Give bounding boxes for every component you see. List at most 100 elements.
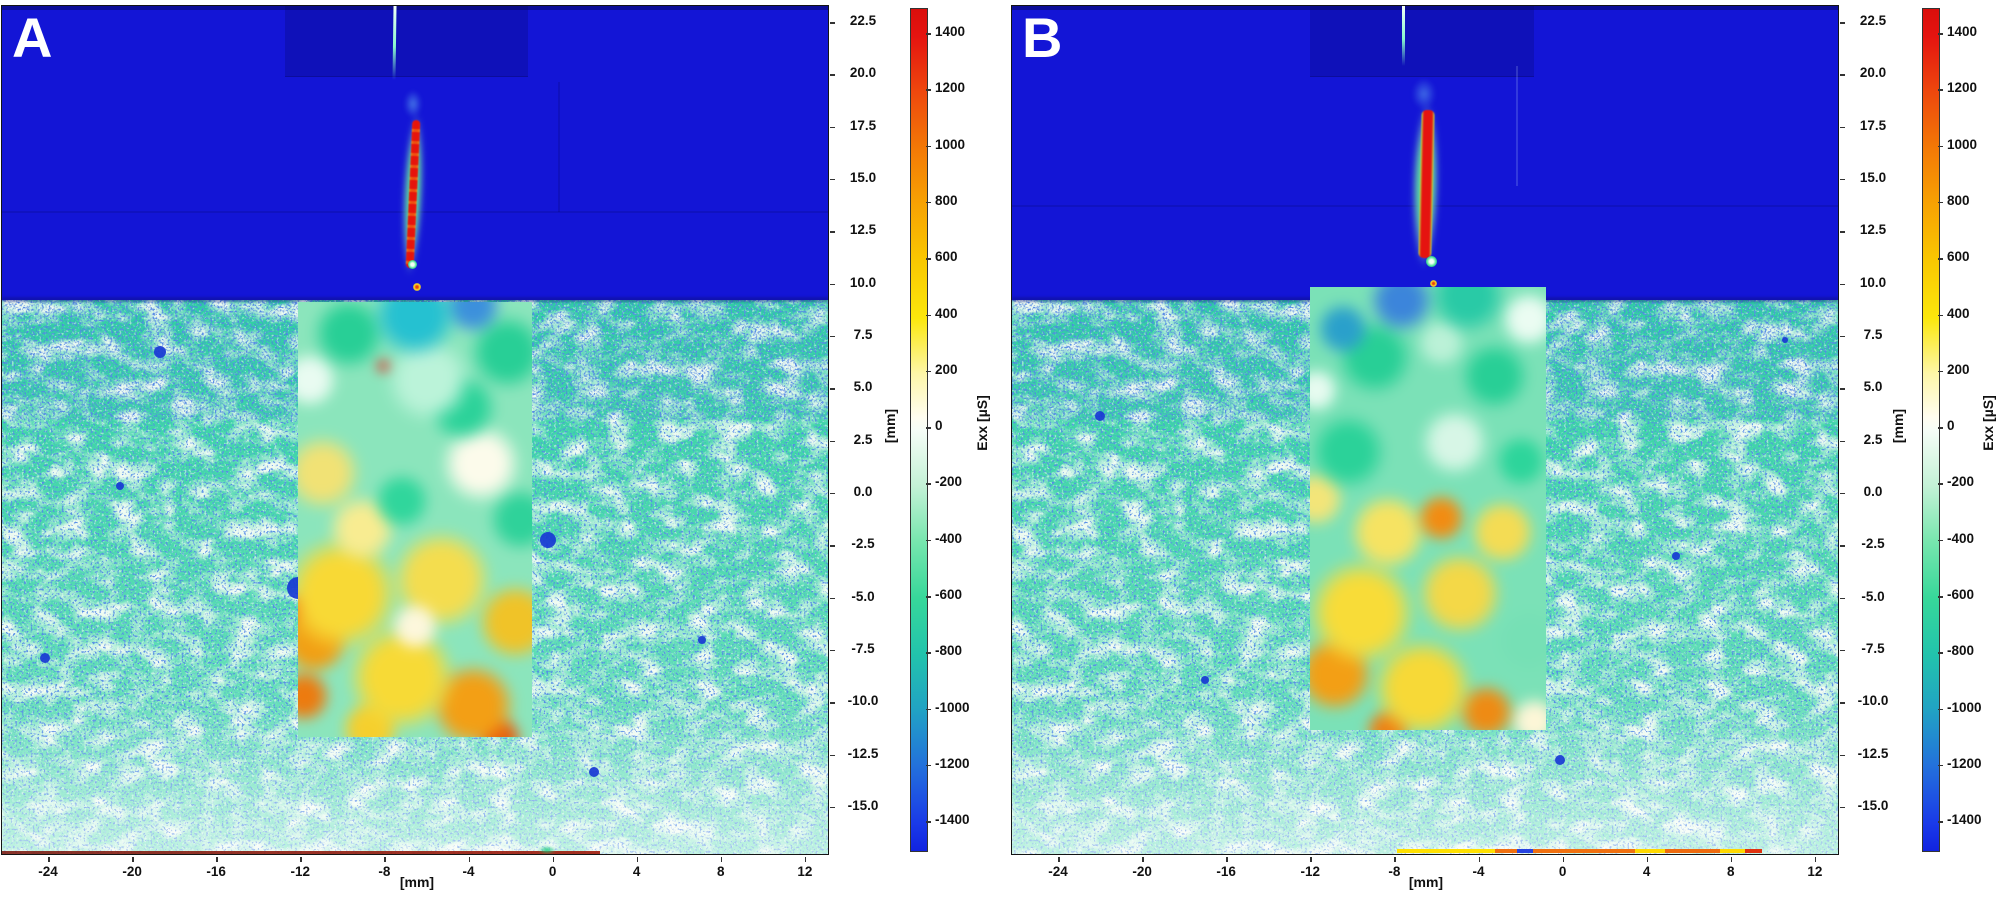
tick-mark [48,857,50,862]
tick-label: 1000 [1947,136,1978,152]
tick-mark [1840,702,1845,704]
tick-label: 8 [717,864,725,879]
tick-mark [830,545,835,547]
tick-label: -2.5 [851,536,875,552]
tick-mark [300,857,302,862]
tick-mark [384,857,386,862]
panel-b-strain-overlay [1310,287,1546,730]
panel-a-strain-overlay-paint [298,302,532,737]
tick-mark [830,649,835,652]
tick-label: 15.0 [849,169,877,185]
panel-a-colorbar [910,8,928,852]
tick-mark [1938,539,1943,542]
tick-label: -400 [1947,530,1975,546]
tick-mark [1938,764,1943,767]
tick-mark [1840,231,1845,233]
tick-label: -200 [1947,474,1975,490]
tick-mark [1938,708,1943,711]
tick-label: 12 [1807,864,1823,879]
tick-mark [830,388,835,390]
tick-label: -24 [38,864,58,879]
panel-a-faint-vline [558,82,560,212]
panel-b-top-patch [1310,6,1534,77]
tick-label: 20.0 [1859,65,1887,81]
tick-mark [1814,857,1817,862]
tick-mark [926,427,931,429]
panel-b-faint-vline [1516,66,1518,186]
tick-mark [1840,545,1845,547]
panel-a-crack-dot-2 [413,283,421,291]
tick-mark [1840,388,1845,390]
panel-b-x-axis: -24 -20 -16 -12 -8 -4 0 4 8 12 [1012,855,1838,900]
tick-mark [1938,652,1943,654]
tick-mark [1840,597,1845,600]
panel-b-colorbar-label: Exx [µS] [1980,395,1996,451]
tick-mark [636,857,639,862]
tick-mark [926,89,931,91]
tick-mark [1058,857,1060,862]
tick-mark [1562,857,1565,862]
tick-label: -12 [1300,864,1321,879]
tick-mark [1394,857,1396,862]
tick-mark [1938,596,1943,598]
panel-b-image: B [1011,5,1839,855]
panel-b-colorbar [1922,8,1940,852]
tick-label: -12.5 [847,745,879,761]
tick-label: -1200 [935,755,970,771]
tick-label: 20.0 [849,65,877,81]
tick-label: -10.0 [847,693,879,709]
tick-label: 8 [1727,864,1735,879]
tick-mark [830,754,835,757]
tick-mark [830,22,835,24]
tick-label: -7.5 [1861,640,1885,656]
tick-label: 7.5 [1863,326,1883,342]
tick-label: 10.0 [849,274,877,290]
tick-mark [926,821,931,823]
tick-mark [926,370,931,373]
panel-a-y-axis-unit: [mm] [882,408,898,444]
panel-a-colorbar-label: Exx [µS] [974,395,990,451]
tick-label: -5.0 [1861,588,1885,604]
tick-label: -1400 [1947,812,1982,828]
panel-b-speckle-region [1012,300,1838,854]
tick-label: -7.5 [851,640,875,656]
tick-label: 4 [1642,864,1651,879]
tick-mark [1938,33,1943,35]
panel-a-bottom-artifact [2,851,600,854]
tick-label: -600 [935,587,963,602]
tick-label: 7.5 [853,326,873,342]
tick-mark [1938,483,1943,485]
tick-label: -10.0 [1857,693,1889,709]
tick-mark [1840,335,1845,338]
tick-label: -16 [206,864,226,879]
tick-mark [1840,649,1845,652]
tick-label: 0 [1558,864,1567,879]
tick-label: -1200 [1947,755,1982,771]
tick-label: 15.0 [1859,169,1887,185]
tick-label: 12.5 [849,222,877,238]
tick-mark [830,702,835,704]
tick-label: 200 [1947,361,1970,377]
tick-label: 1000 [935,136,966,152]
panel-a-crack-dot-1 [408,260,417,269]
tick-mark [468,857,470,862]
panel-a-top-edge [2,6,828,10]
tick-mark [1840,492,1845,495]
tick-mark [926,33,931,35]
tick-mark [830,597,835,600]
tick-mark [1478,857,1480,862]
panel-b-colorbar-ticks: 1400 1200 1000 800 600 400 200 0 -200 -400 -600 -80… [1938,0,2000,904]
tick-mark [1840,283,1845,286]
tick-mark [1226,857,1228,862]
tick-mark [1840,74,1845,76]
tick-mark [1938,821,1943,823]
panel-a-strain-overlay [298,302,532,737]
tick-mark [926,708,931,711]
tick-label: 5.0 [853,379,873,395]
tick-label: -12 [290,864,311,879]
tick-label: 10.0 [1859,274,1887,290]
tick-mark [1840,440,1845,443]
tick-label: -2.5 [1861,536,1885,552]
panel-b-x-axis-unit: [mm] [1408,874,1444,890]
